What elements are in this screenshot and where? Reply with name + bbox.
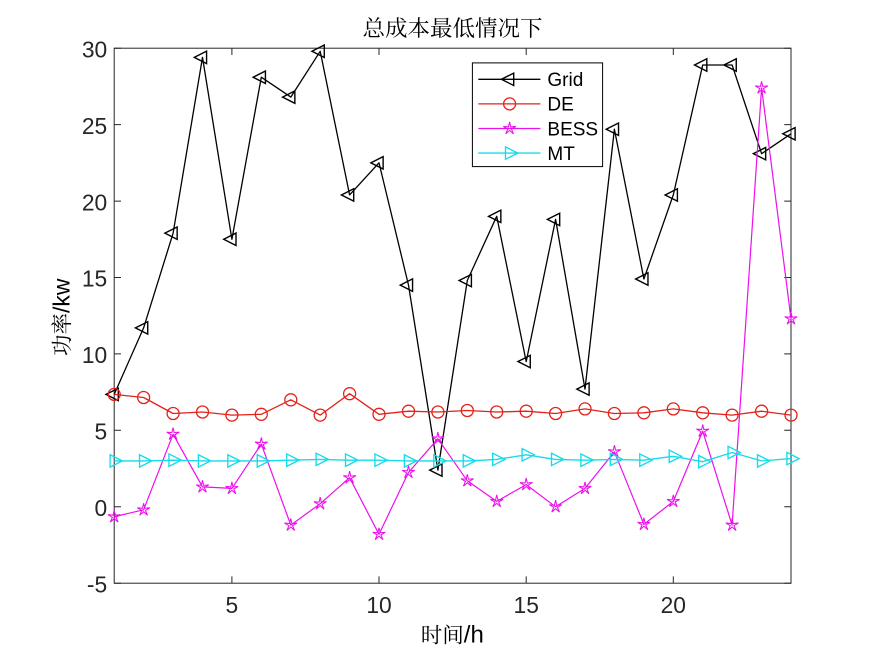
svg-text:15: 15 xyxy=(82,266,107,292)
svg-text:5: 5 xyxy=(95,419,108,445)
svg-text:10: 10 xyxy=(366,592,391,618)
svg-text:-5: -5 xyxy=(87,571,107,597)
svg-text:/kw: /kw xyxy=(49,278,75,313)
svg-text:DE: DE xyxy=(547,95,573,116)
svg-text:/h: /h xyxy=(464,622,484,649)
svg-text:Grid: Grid xyxy=(547,70,583,91)
svg-text:0: 0 xyxy=(95,495,108,521)
svg-text:5: 5 xyxy=(226,592,239,618)
svg-text:20: 20 xyxy=(82,189,107,215)
svg-text:15: 15 xyxy=(514,592,539,618)
svg-text:BESS: BESS xyxy=(547,119,598,140)
svg-text:30: 30 xyxy=(82,36,107,62)
svg-text:20: 20 xyxy=(661,592,686,618)
svg-text:25: 25 xyxy=(82,113,107,139)
svg-text:MT: MT xyxy=(547,144,575,165)
svg-text:10: 10 xyxy=(82,342,107,368)
